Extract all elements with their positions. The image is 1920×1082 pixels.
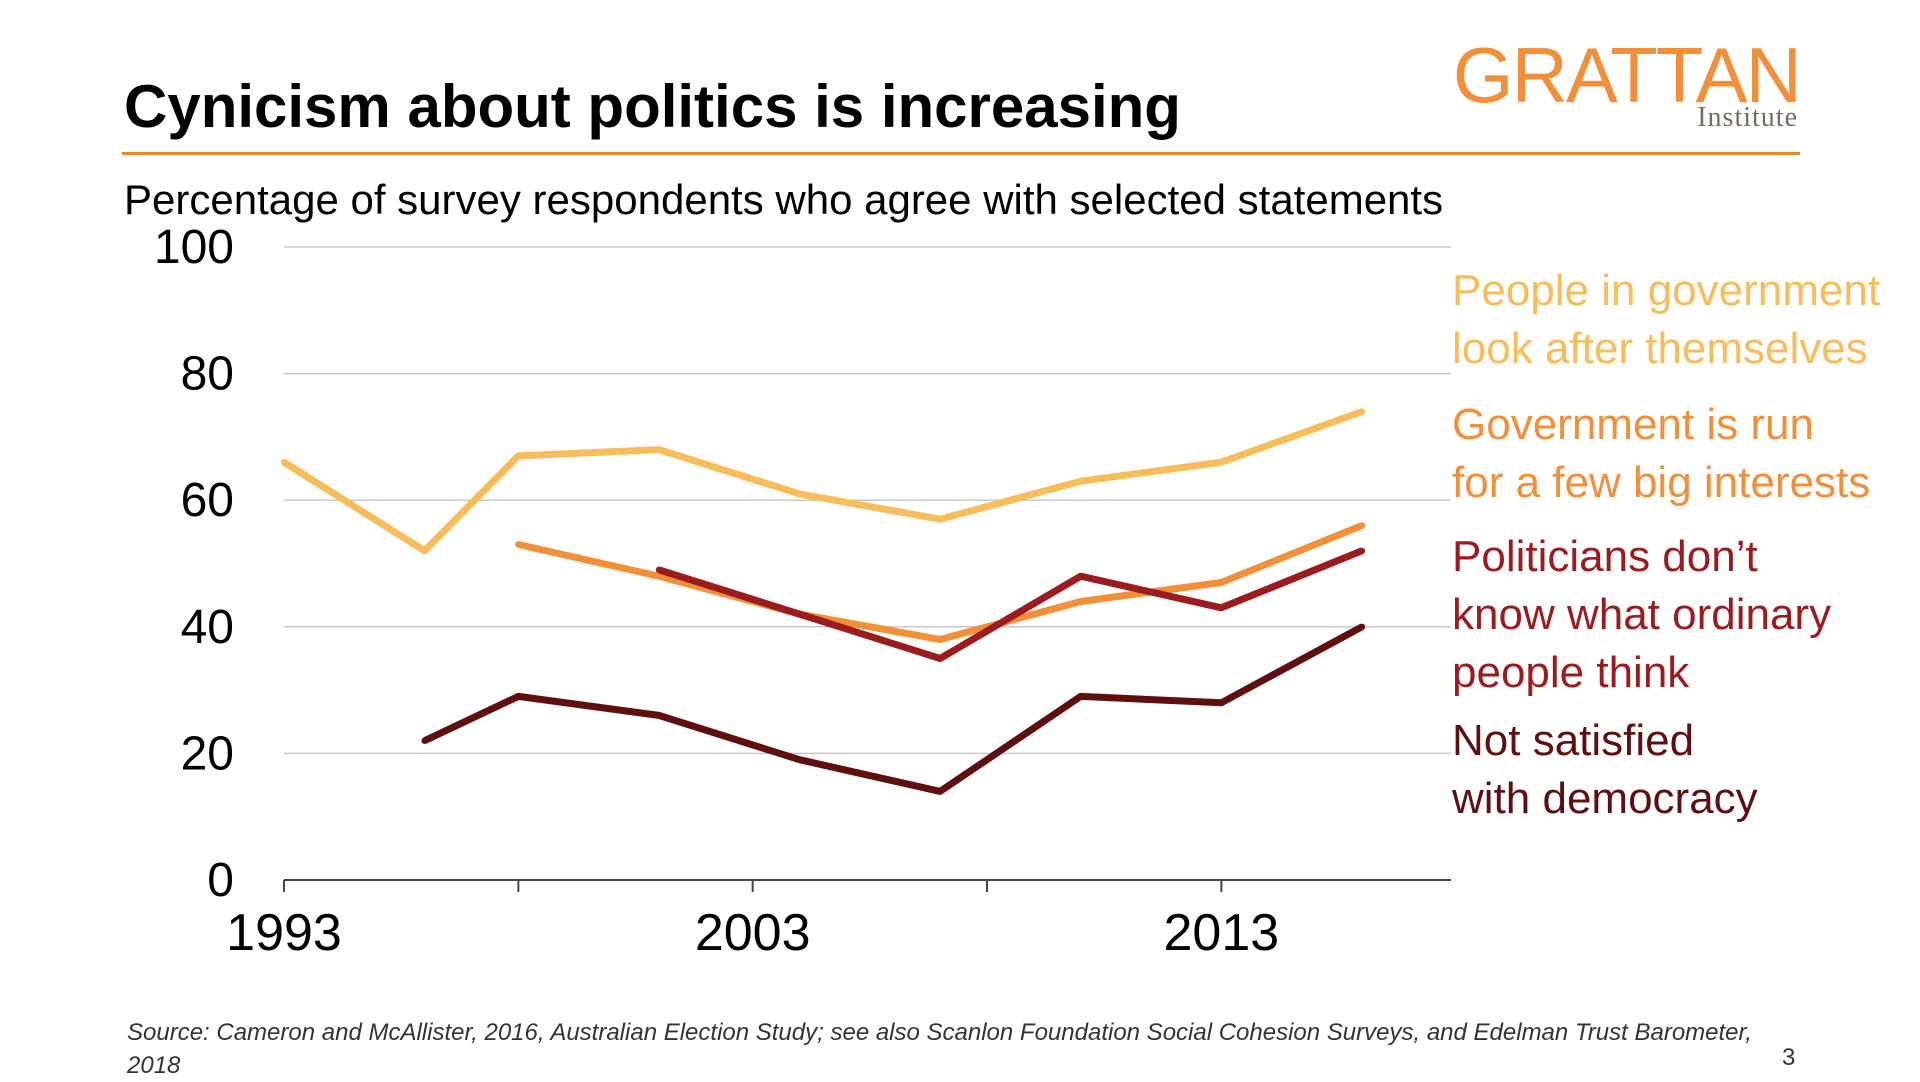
y-tick-label-40: 40: [181, 601, 234, 654]
legend-series-3-line-2: know what ordinary: [1452, 590, 1832, 639]
logo-subtitle: Institute: [1697, 102, 1798, 133]
series-2-point-2001: [655, 572, 663, 580]
series-3-point-2001: [655, 566, 663, 574]
legend-series-1: People in government look after themselv…: [1452, 262, 1880, 378]
legend-series-1-line-2: look after themselves: [1452, 324, 1868, 373]
series-4-point-2010: [1077, 693, 1084, 700]
source-note: Source: Cameron and McAllister, 2016, Au…: [127, 1019, 1752, 1079]
series-4-point-2013: [1218, 699, 1225, 706]
series-2-point-2016: [1358, 522, 1366, 529]
legend-series-2-line-2: for a few big interests: [1452, 458, 1871, 507]
legend-series-3-line-1: Politicians don’t: [1452, 532, 1758, 581]
series-2-point-2007: [936, 636, 944, 643]
series-line-3: [657, 547, 1364, 662]
series-3-point-2010: [1077, 572, 1084, 580]
series-4-point-2007: [936, 788, 944, 795]
series-3-point-2007: [936, 655, 944, 662]
series-4-point-1998: [515, 693, 522, 700]
series-1-point-2010: [1077, 478, 1084, 485]
series-1-point-2013: [1218, 459, 1225, 466]
series-2-point-1998: [515, 541, 522, 548]
legend-series-3-line-3: people think: [1452, 648, 1690, 697]
legend-series-4: Not satisfied with democracy: [1452, 712, 1758, 828]
series-2-point-2013: [1218, 579, 1225, 586]
x-tick-label-2003: 2003: [695, 904, 811, 962]
page-number: 3: [1782, 1044, 1796, 1071]
series-4-point-2016: [1358, 623, 1366, 630]
series-1-point-2016: [1358, 408, 1366, 415]
series-1-point-2004: [796, 490, 803, 498]
series-1-point-1998: [515, 452, 522, 460]
logo-wordmark: GRATTAN: [1452, 31, 1802, 119]
legend-series-1-line-1: People in government: [1452, 266, 1881, 315]
legend-series-2-line-1: Government is run: [1452, 400, 1814, 449]
x-tick-label-1993: 1993: [226, 904, 342, 962]
series-3-point-2016: [1358, 547, 1366, 555]
series-1-point-2007: [936, 515, 944, 523]
series-3-point-2004: [796, 610, 803, 618]
series-3-point-2013: [1218, 604, 1225, 612]
series-line-1: [282, 408, 1364, 555]
legend-series-4-line-1: Not satisfied: [1452, 716, 1695, 765]
y-tick-label-0: 0: [207, 854, 234, 907]
legend-series-3: Politicians don’t know what ordinary peo…: [1452, 528, 1831, 702]
series-4-point-1996: [421, 737, 428, 744]
series-1-point-2001: [655, 446, 663, 453]
chart-subtitle: Percentage of survey respondents who agr…: [124, 176, 1444, 223]
legend-series-4-line-2: with democracy: [1452, 774, 1758, 823]
series-line-2: [517, 522, 1364, 643]
series-4-point-2004: [796, 756, 803, 763]
y-tick-label-100: 100: [154, 221, 234, 274]
y-tick-label-20: 20: [181, 727, 234, 780]
x-tick-label-2013: 2013: [1164, 904, 1280, 962]
series-line-4: [423, 623, 1364, 795]
y-tick-label-60: 60: [181, 474, 234, 527]
grattan-logo: GRATTAN Institute: [1453, 36, 1806, 133]
legend-series-2: Government is run for a few big interest…: [1452, 396, 1870, 512]
series-1-point-1996: [421, 547, 428, 555]
series-4-point-2001: [655, 712, 663, 719]
title-divider: [122, 152, 1800, 155]
series-2-point-2010: [1077, 598, 1084, 605]
y-tick-label-80: 80: [181, 348, 234, 401]
series-1-point-1993: [280, 459, 288, 466]
page-title: Cynicism about politics is increasing: [124, 73, 1181, 140]
